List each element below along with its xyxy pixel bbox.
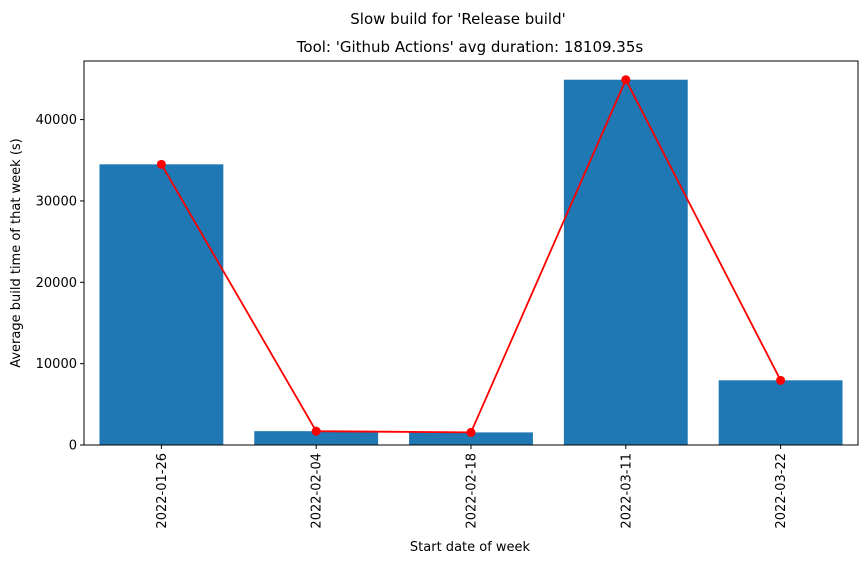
x-tick-label: 2022-01-26 xyxy=(155,453,170,529)
bar-2022-02-04 xyxy=(254,431,379,445)
y-tick-label: 30000 xyxy=(36,194,77,209)
y-tick-label: 40000 xyxy=(36,113,77,128)
x-tick-label: 2022-02-04 xyxy=(310,453,325,529)
chart-suptitle: Slow build for 'Release build' xyxy=(350,10,565,28)
y-tick-label: 10000 xyxy=(36,357,77,372)
line-point-2022-02-04 xyxy=(311,426,321,436)
x-tick-label: 2022-03-11 xyxy=(619,453,634,529)
y-axis-label: Average build time of that week (s) xyxy=(9,138,24,368)
line-point-2022-03-11 xyxy=(621,75,631,85)
x-axis-label: Start date of week xyxy=(410,540,531,555)
bar-2022-03-11 xyxy=(563,79,688,446)
x-tick-label: 2022-03-22 xyxy=(774,453,789,529)
line-point-2022-02-18 xyxy=(466,427,476,437)
y-tick-label: 0 xyxy=(69,439,77,454)
bar-2022-01-26 xyxy=(99,164,224,446)
line-point-2022-03-22 xyxy=(776,375,786,385)
x-tick-label: 2022-02-18 xyxy=(465,453,480,529)
plot-area: 0 10000 20000 30000 40000 2022-01-26 2022-02-0… xyxy=(36,60,859,529)
chart-title: Tool: 'Github Actions' avg duration: 181… xyxy=(296,38,644,56)
line-point-2022-01-26 xyxy=(156,159,166,169)
bar-2022-02-18 xyxy=(409,432,533,445)
bar-2022-03-22 xyxy=(718,380,843,445)
y-tick-label: 20000 xyxy=(36,276,77,291)
